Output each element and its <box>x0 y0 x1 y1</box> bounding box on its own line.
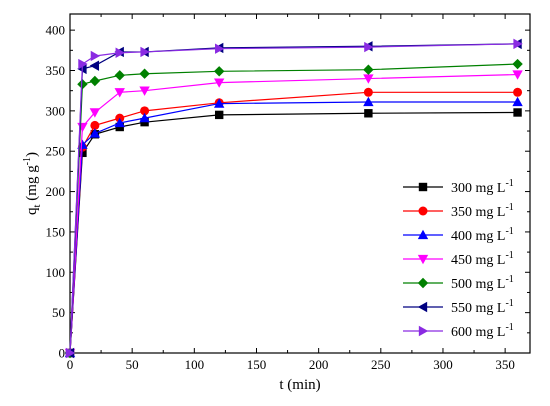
data-point <box>364 109 373 118</box>
y-tick-label: 200 <box>46 184 66 199</box>
data-point <box>77 79 88 90</box>
y-axis-label: qt (mg g-1) <box>22 152 43 215</box>
legend-label: 350 mg L-1 <box>451 202 514 220</box>
data-point <box>139 86 150 96</box>
legend-label: 450 mg L-1 <box>451 250 514 268</box>
axes: 0 50 100 150 200 250 300 350 0 50 100 150 200 250 300 3… <box>22 13 531 393</box>
y-tick-label: 250 <box>46 144 66 159</box>
data-point <box>363 64 374 75</box>
data-point <box>139 68 150 79</box>
series-1 <box>65 87 523 358</box>
series-line <box>69 101 518 354</box>
data-point <box>363 74 374 84</box>
x-tick-label: 200 <box>309 357 329 372</box>
data-point <box>140 46 150 58</box>
data-point <box>78 58 88 70</box>
x-tick-label: 300 <box>433 357 453 372</box>
data-point <box>213 66 225 77</box>
data-point <box>89 128 101 138</box>
legend-item-3: 450 mg L-1 <box>403 250 514 268</box>
x-tick-label: 150 <box>247 357 267 372</box>
plot-frame <box>69 13 531 354</box>
data-point <box>65 347 76 359</box>
y-tick-label: 150 <box>46 224 66 239</box>
legend-item-5: 550 mg L-1 <box>403 298 514 316</box>
data-point <box>513 87 523 97</box>
data-point <box>214 110 224 120</box>
data-point <box>89 75 101 87</box>
data-point <box>77 122 88 133</box>
legend-item-1: 350 mg L-1 <box>403 202 514 220</box>
data-point <box>513 38 523 50</box>
x-tick-label: 50 <box>126 357 139 372</box>
legend-item-2: 400 mg L-1 <box>403 226 514 244</box>
data-point <box>513 108 522 117</box>
data-point <box>90 50 101 62</box>
legend-label: 300 mg L-1 <box>451 178 514 196</box>
y-tick-label: 300 <box>46 103 66 118</box>
data-point <box>364 41 374 53</box>
y-tick-label: 0 <box>59 346 66 361</box>
data-point <box>139 112 150 123</box>
x-tick-label: 100 <box>185 357 205 372</box>
legend-label: 550 mg L-1 <box>451 298 514 316</box>
data-point <box>512 70 523 80</box>
series-layer <box>64 38 523 359</box>
data-point <box>213 98 225 108</box>
data-point <box>140 106 150 116</box>
data-point <box>363 87 373 97</box>
data-point <box>114 88 125 98</box>
y-tick-label: 400 <box>46 23 66 38</box>
data-point <box>512 58 523 70</box>
legend-marker <box>417 277 429 289</box>
legend-label: 500 mg L-1 <box>451 274 514 292</box>
data-point <box>213 78 225 88</box>
data-point <box>363 96 374 107</box>
data-point <box>114 117 125 128</box>
y-tick-label: 350 <box>46 63 66 78</box>
legend-marker <box>417 254 429 265</box>
data-point <box>114 70 125 81</box>
series-3 <box>64 70 523 359</box>
x-tick-label: 250 <box>371 357 391 372</box>
legend-marker <box>418 325 429 337</box>
y-tick-label: 100 <box>46 265 66 280</box>
data-point <box>512 96 523 107</box>
legend: 300 mg L-1 350 mg L-1 400 mg L-1 450 mg L-1… <box>403 178 514 340</box>
legend-item-6: 600 mg L-1 <box>403 322 514 340</box>
legend-marker <box>418 206 428 216</box>
data-point <box>89 108 101 118</box>
legend-item-4: 500 mg L-1 <box>403 274 514 292</box>
data-point <box>215 43 225 54</box>
legend-marker <box>417 229 429 240</box>
x-axis-label: t (min) <box>279 377 320 393</box>
legend-item-0: 300 mg L-1 <box>403 178 514 196</box>
legend-marker <box>418 182 428 192</box>
x-tick-label: 0 <box>67 357 74 372</box>
data-point <box>115 47 125 58</box>
data-point <box>90 120 100 130</box>
series-2 <box>64 96 523 358</box>
legend-label: 400 mg L-1 <box>451 226 514 244</box>
data-point <box>89 60 100 71</box>
y-tick-label: 50 <box>52 305 65 320</box>
legend-marker <box>417 301 428 313</box>
series-6 <box>65 38 523 359</box>
x-tick-label: 350 <box>495 357 515 372</box>
legend-label: 600 mg L-1 <box>451 322 514 340</box>
